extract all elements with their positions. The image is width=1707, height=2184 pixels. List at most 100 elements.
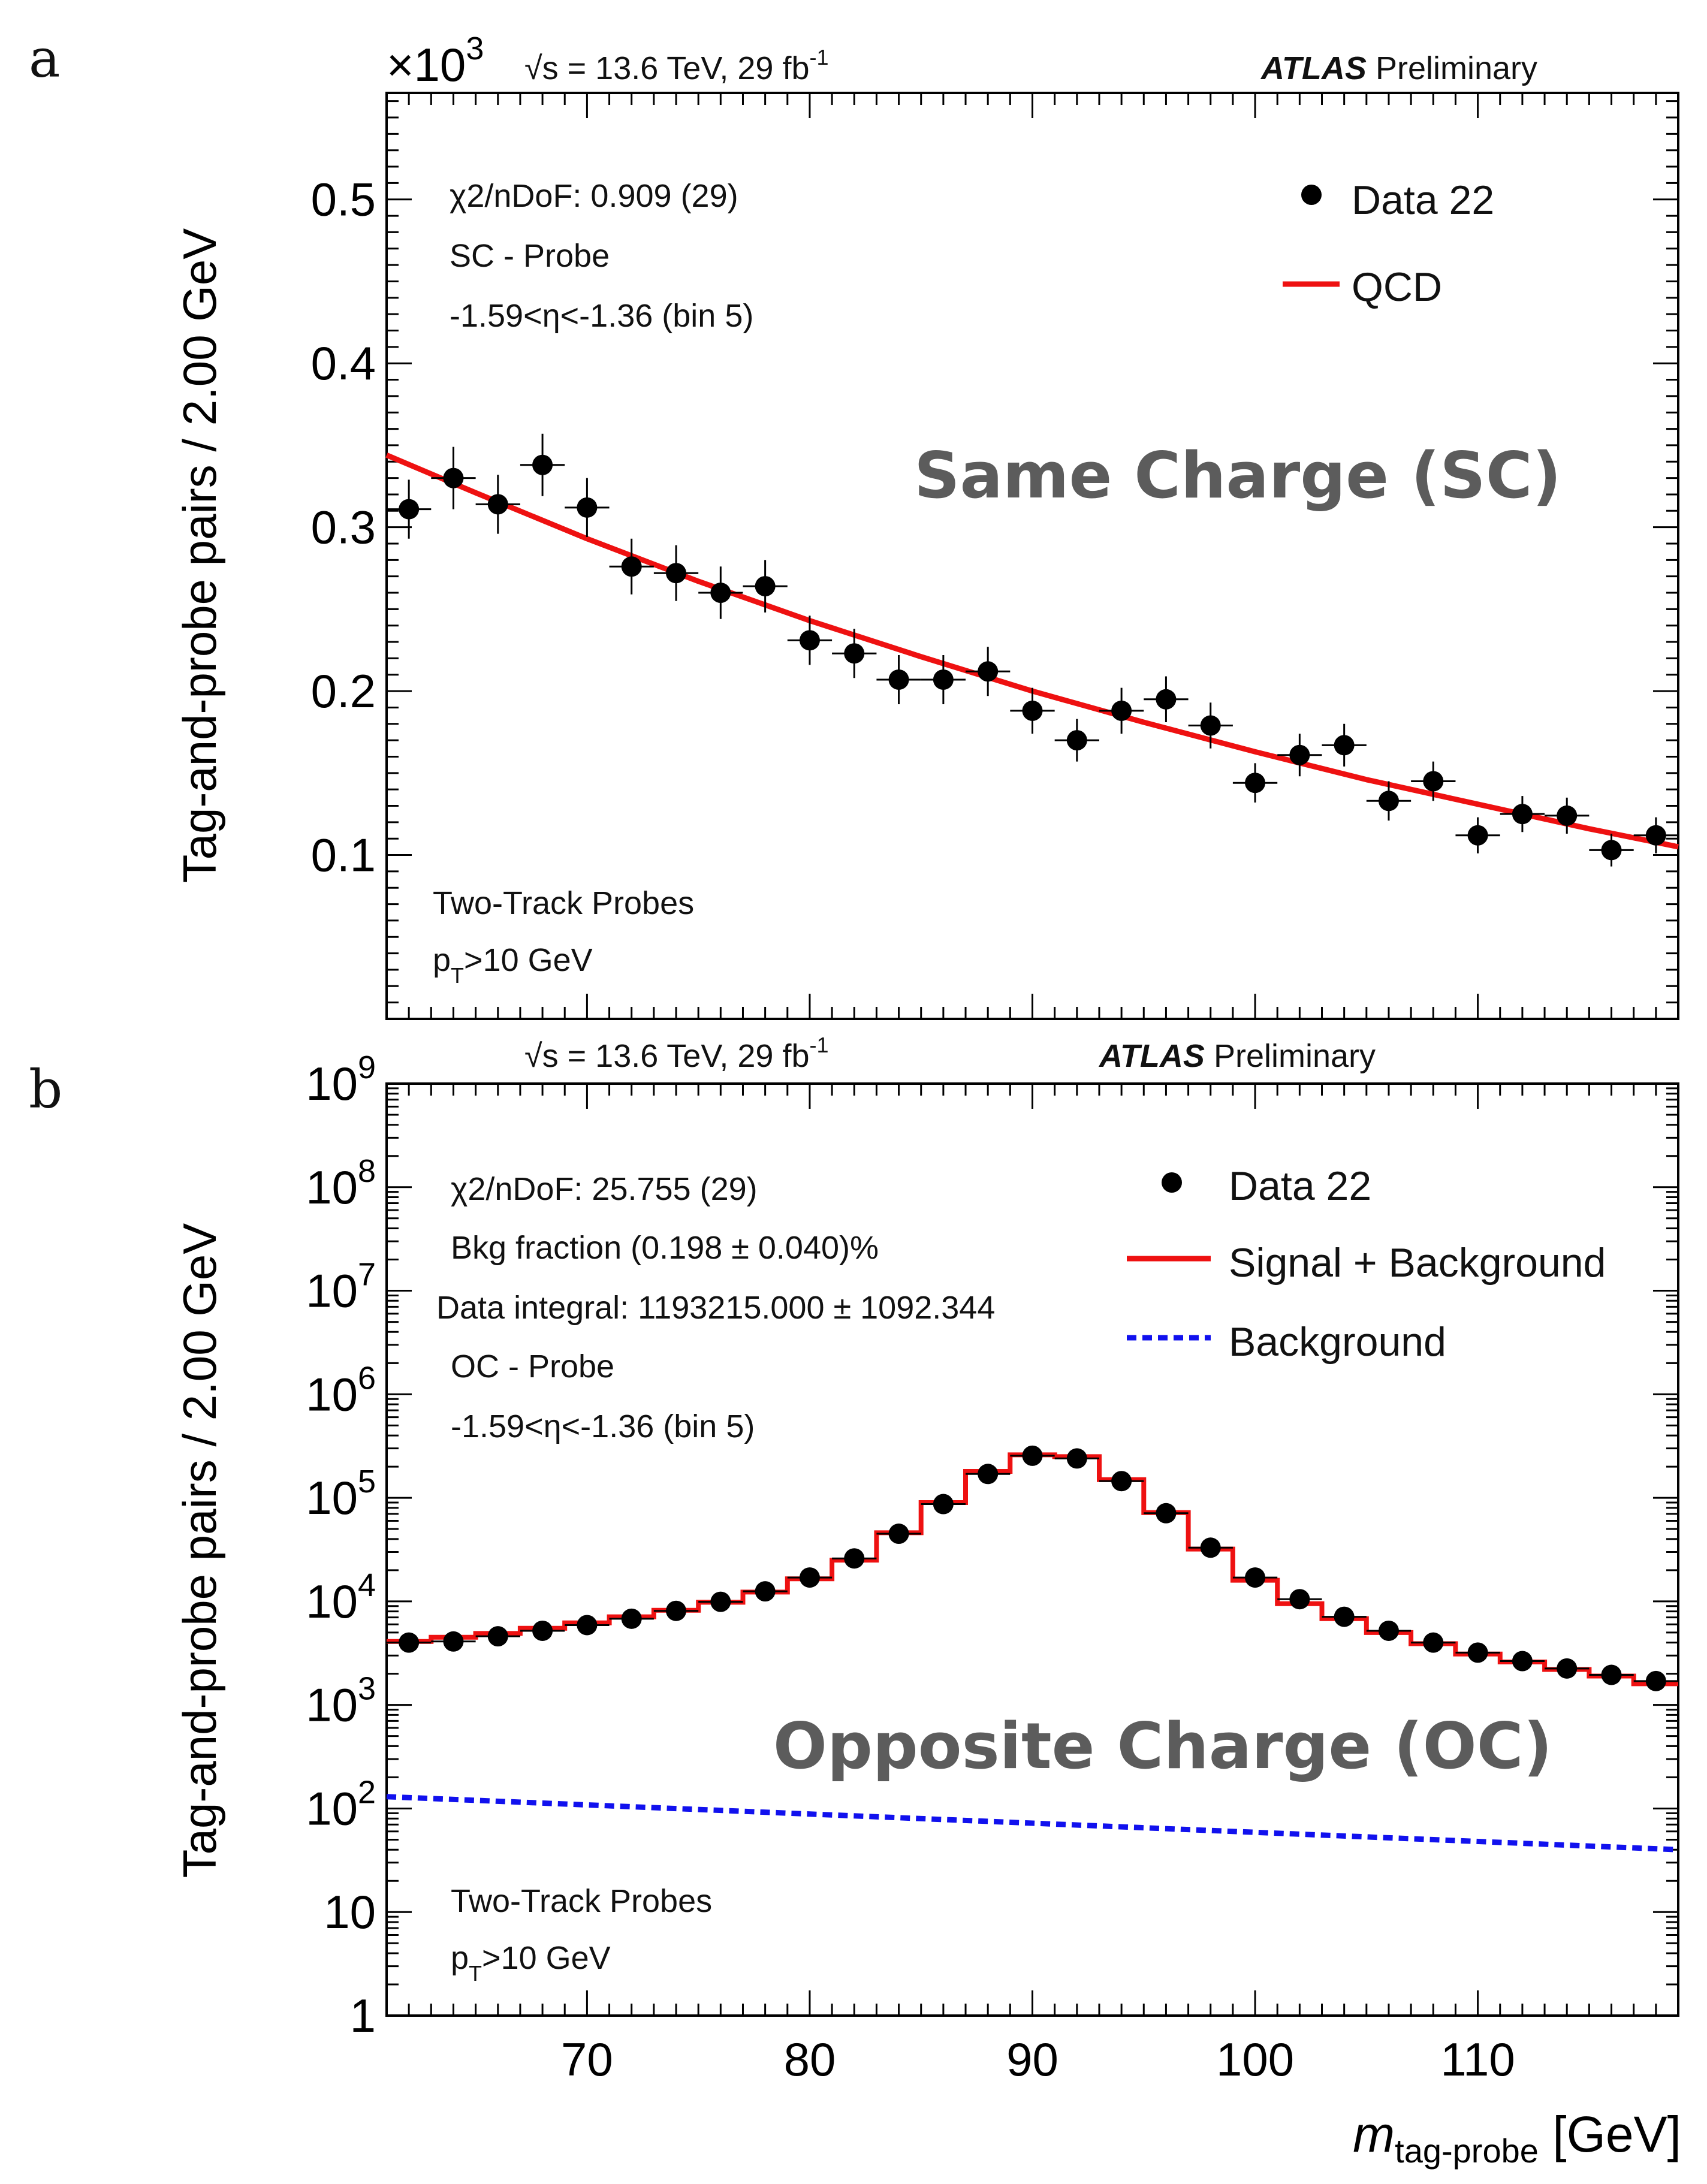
- panel-b-y-ticks: [387, 1082, 1678, 2017]
- data-point-marker: [1557, 805, 1578, 826]
- data-point: [475, 475, 520, 534]
- data-point-marker: [1423, 1632, 1444, 1653]
- y-tick-label: 103: [306, 1671, 376, 1731]
- panel-a-pt-cut: pT>10 GeV: [433, 942, 593, 988]
- data-point: [1277, 1589, 1322, 1610]
- data-point: [1144, 676, 1189, 723]
- x-tick-label: 100: [1216, 2033, 1294, 2086]
- data-point: [1322, 723, 1367, 767]
- data-point: [1188, 1537, 1233, 1558]
- data-point-marker: [1245, 773, 1266, 794]
- data-point-marker: [1601, 1664, 1622, 1685]
- panel-a-y-ticks: [387, 100, 1678, 1004]
- panel-b: √s = 13.6 TeV, 29 fb-1 ATLAS Preliminary…: [173, 1033, 1681, 2170]
- data-point: [653, 1600, 699, 1621]
- y-tick-label: 104: [306, 1567, 376, 1628]
- data-point: [743, 1581, 788, 1602]
- data-point: [1411, 761, 1456, 801]
- data-point-marker: [1156, 689, 1177, 710]
- panel-a: √s = 13.6 TeV, 29 fb-1 ATLAS Preliminary…: [173, 31, 1679, 1020]
- data-point-marker: [666, 1600, 687, 1621]
- panel-b-legend-bkg: Background: [1229, 1319, 1446, 1365]
- x-tick-label: 80: [784, 2033, 836, 2086]
- data-point: [387, 1632, 432, 1653]
- data-point-marker: [1111, 700, 1132, 721]
- data-point-marker: [1378, 1620, 1399, 1641]
- data-point: [653, 545, 699, 601]
- data-point: [743, 560, 788, 613]
- data-point: [1500, 1651, 1545, 1672]
- data-point: [475, 1626, 520, 1647]
- data-point-marker: [1022, 1445, 1043, 1466]
- panel-b-probe-type: OC - Probe: [451, 1349, 614, 1384]
- data-point-marker: [978, 1464, 999, 1485]
- data-point-marker: [621, 1608, 642, 1629]
- data-point-marker: [1378, 791, 1399, 812]
- data-point-marker: [1512, 804, 1533, 825]
- x-axis-label: mtag-probe [GeV]: [1353, 2106, 1681, 2170]
- data-point: [565, 1615, 610, 1636]
- data-point: [1277, 734, 1322, 777]
- data-point: [1545, 1658, 1590, 1679]
- data-point: [1010, 1445, 1055, 1466]
- panel-a-energy: √s = 13.6 TeV, 29 fb-1: [524, 45, 829, 86]
- panel-b-background-line: [386, 1794, 1679, 1853]
- data-point: [1589, 834, 1634, 867]
- data-point-marker: [710, 1591, 731, 1612]
- panel-b-data-points: [387, 1445, 1678, 1691]
- y-tick-label: 0.3: [311, 501, 376, 554]
- data-point-marker: [532, 1620, 553, 1641]
- data-point-marker: [532, 454, 553, 475]
- panel-a-y-tick-labels: 0.1 0.2 0.3 0.4 0.5: [311, 173, 376, 882]
- data-point: [787, 616, 833, 665]
- panel-b-probe-kind: Two-Track Probes: [451, 1883, 712, 1919]
- data-point-marker: [1423, 771, 1444, 792]
- y-tick-label: 0.4: [311, 337, 376, 390]
- x-tick-label: 90: [1006, 2033, 1058, 2086]
- data-point: [698, 566, 743, 619]
- data-point-marker: [1467, 1642, 1488, 1663]
- data-point-marker: [1111, 1471, 1132, 1492]
- panel-b-title-watermark: Opposite Charge (OC): [773, 1709, 1552, 1783]
- data-point: [966, 647, 1011, 696]
- panel-a-atlas-preliminary: ATLAS Preliminary: [1260, 50, 1537, 86]
- y-tick-label: 108: [306, 1153, 376, 1214]
- panel-b-x-ticks: [385, 1084, 1679, 2016]
- panel-b-legend-sb: Signal + Background: [1229, 1240, 1606, 1286]
- data-point: [832, 1548, 877, 1569]
- y-tick-label: 0.5: [311, 173, 376, 226]
- data-point: [387, 479, 432, 539]
- y-tick-label: 107: [306, 1257, 376, 1317]
- panel-b-frame: [385, 1082, 1679, 2017]
- data-point: [1232, 1567, 1278, 1588]
- data-point-marker: [1200, 1537, 1221, 1558]
- data-point-marker: [978, 661, 999, 682]
- data-point-marker: [1066, 730, 1087, 751]
- data-point-marker: [933, 1494, 954, 1515]
- data-point-marker: [1512, 1651, 1533, 1672]
- data-point-marker: [933, 669, 954, 690]
- panel-b-data-integral: Data integral: 1193215.000 ± 1092.344: [436, 1290, 995, 1326]
- data-point-marker: [799, 1567, 820, 1588]
- data-point-marker: [1289, 744, 1310, 765]
- y-tick-label: 10: [324, 1886, 376, 1938]
- data-point: [921, 654, 966, 704]
- y-tick-label: 0.1: [311, 829, 376, 882]
- data-point-marker: [621, 556, 642, 577]
- data-point-marker: [1467, 825, 1488, 846]
- panel-a-legend-data-marker: [1301, 185, 1322, 205]
- data-point: [832, 629, 877, 678]
- panel-a-eta-bin: -1.59<η<-1.36 (bin 5): [450, 298, 753, 334]
- data-point: [1455, 817, 1500, 853]
- panel-b-pt-cut: pT>10 GeV: [451, 1940, 611, 1986]
- data-point: [1188, 702, 1233, 749]
- data-point-marker: [844, 1548, 865, 1569]
- panel-a-title-watermark: Same Charge (SC): [914, 439, 1561, 512]
- data-point-marker: [443, 1631, 464, 1652]
- data-point: [1054, 719, 1099, 762]
- data-point-marker: [1645, 825, 1666, 846]
- y-tick-label: 106: [306, 1360, 376, 1420]
- data-point-marker: [755, 1581, 776, 1602]
- panel-a-chi2: χ2/nDoF: 0.909 (29): [450, 178, 738, 214]
- panel-a-scale-factor: ×103: [387, 31, 484, 91]
